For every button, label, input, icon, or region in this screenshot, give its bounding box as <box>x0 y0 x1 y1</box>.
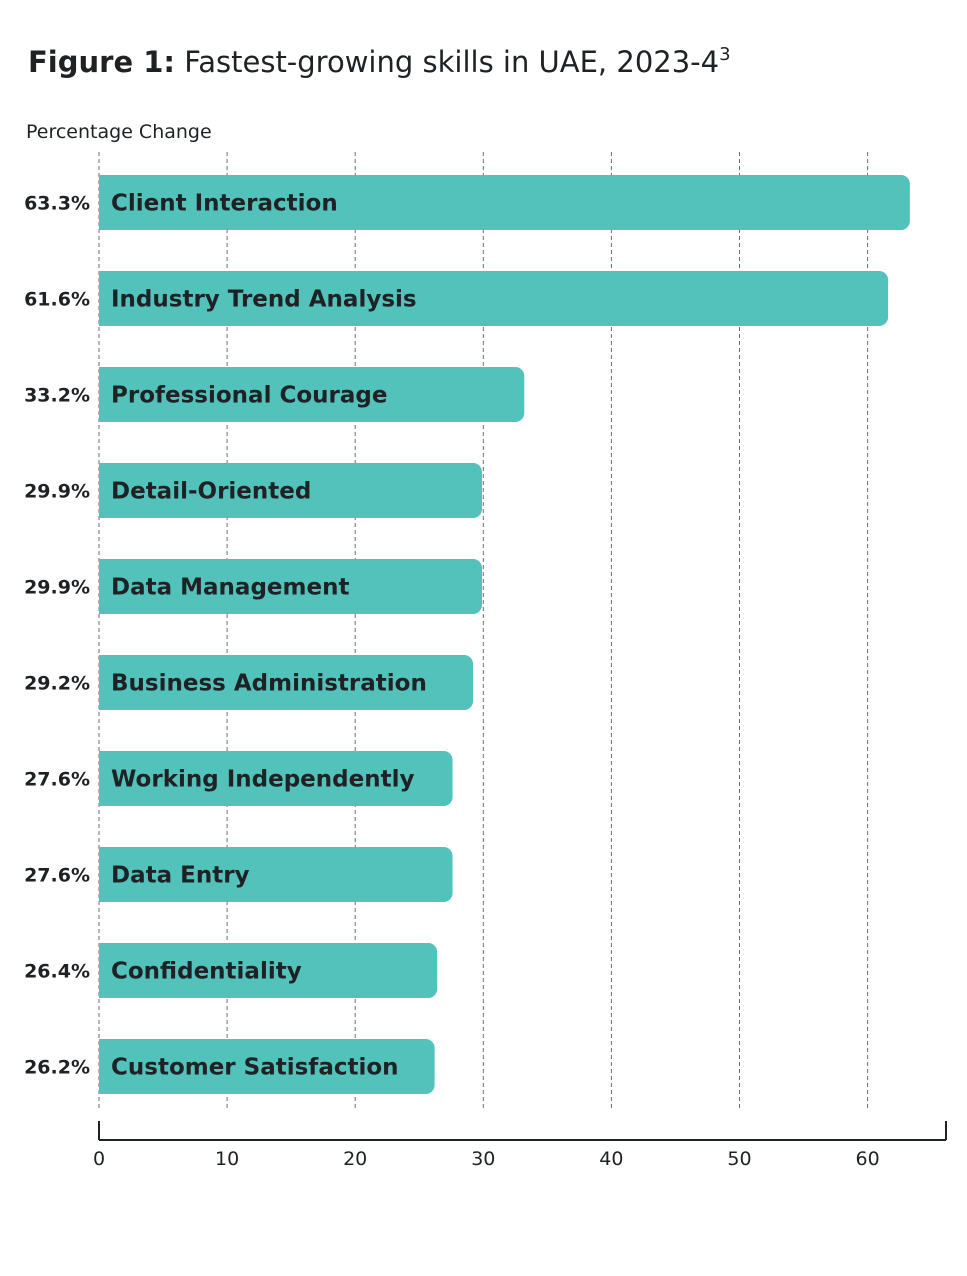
bar-left-edge-0 <box>99 175 111 230</box>
bar-value-label-5: 29.2% <box>24 673 90 695</box>
bar-value-label-2: 33.2% <box>24 385 90 407</box>
bar-category-label-8: Confidentiality <box>111 959 302 985</box>
bar-left-edge-6 <box>99 751 111 806</box>
x-axis: 0 10 20 30 40 50 60 <box>93 1121 947 1170</box>
bar-8 <box>99 943 438 998</box>
title-footnote: 3 <box>719 44 731 65</box>
bar-left-edge-1 <box>99 271 111 326</box>
bar-category-label-0: Client Interaction <box>111 191 338 217</box>
bar-5 <box>99 655 474 710</box>
bar-left-edge-7 <box>99 847 111 902</box>
figure-title-text: Fastest-growing skills in UAE, 2023-4 <box>184 45 720 79</box>
bar-value-label-1: 61.6% <box>24 289 90 311</box>
x-tick-label-60: 60 <box>856 1148 880 1170</box>
bar-category-label-4: Data Management <box>111 575 349 601</box>
x-tick-label-10: 10 <box>215 1148 239 1170</box>
bar-left-edge-2 <box>99 367 111 422</box>
x-tick-label-0: 0 <box>93 1148 105 1170</box>
bar-category-label-1: Industry Trend Analysis <box>111 287 417 313</box>
bar-value-label-6: 27.6% <box>24 769 90 791</box>
x-tick-label-20: 20 <box>343 1148 367 1170</box>
bar-category-label-9: Customer Satisfaction <box>111 1055 399 1081</box>
bar-category-label-6: Working Independently <box>111 767 414 793</box>
x-tick-label-50: 50 <box>727 1148 751 1170</box>
bar-value-label-8: 26.4% <box>24 961 90 983</box>
bar-category-label-5: Business Administration <box>111 671 427 697</box>
bar-6 <box>99 751 453 806</box>
gridlines <box>98 152 869 1108</box>
bar-category-label-2: Professional Courage <box>111 383 387 409</box>
bar-3 <box>99 463 483 518</box>
bar-1 <box>99 271 889 326</box>
bar-0 <box>99 175 910 230</box>
bar-category-label-7: Data Entry <box>111 863 250 889</box>
bar-left-edge-8 <box>99 943 111 998</box>
x-tick-label-40: 40 <box>599 1148 623 1170</box>
x-axis-label: Percentage Change <box>26 121 212 143</box>
bar-2 <box>99 367 525 422</box>
bar-left-edge-9 <box>99 1039 111 1094</box>
bar-value-label-4: 29.9% <box>24 577 90 599</box>
bar-value-label-0: 63.3% <box>24 193 90 215</box>
bar-category-label-3: Detail-Oriented <box>111 479 311 505</box>
bar-left-edge-5 <box>99 655 111 710</box>
chart-title: Figure 1: Fastest-growing skills in UAE,… <box>28 42 731 82</box>
x-tick-label-30: 30 <box>471 1148 495 1170</box>
bar-7 <box>99 847 453 902</box>
bars: Client Interaction 63.3% Industry Trend An… <box>24 175 910 1094</box>
figure-number: Figure 1: <box>28 45 175 79</box>
bar-4 <box>99 559 483 614</box>
bar-left-edge-4 <box>99 559 111 614</box>
bar-9 <box>99 1039 435 1094</box>
bar-value-label-7: 27.6% <box>24 865 90 887</box>
bar-value-label-3: 29.9% <box>24 481 90 503</box>
bar-value-label-9: 26.2% <box>24 1057 90 1079</box>
bar-left-edge-3 <box>99 463 111 518</box>
